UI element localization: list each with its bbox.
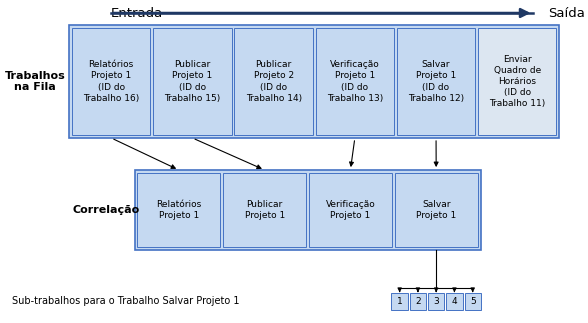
Bar [223, 173, 306, 247]
Text: Relatórios
Projeto 1
(ID do
Trabalho 16): Relatórios Projeto 1 (ID do Trabalho 16) [83, 60, 139, 103]
Bar [138, 173, 220, 247]
Bar [309, 173, 392, 247]
Text: Salvar
Projeto 1
(ID do
Trabalho 12): Salvar Projeto 1 (ID do Trabalho 12) [408, 60, 464, 103]
Text: Publicar
Projeto 2
(ID do
Trabalho 14): Publicar Projeto 2 (ID do Trabalho 14) [246, 60, 302, 103]
Text: Salvar
Projeto 1: Salvar Projeto 1 [416, 200, 456, 220]
Text: Trabalhos
na Fila: Trabalhos na Fila [5, 71, 65, 92]
Bar [410, 293, 426, 310]
Bar [395, 173, 477, 247]
Bar [316, 28, 394, 135]
Text: Correlação: Correlação [72, 205, 139, 215]
Bar [392, 293, 408, 310]
Text: Verificação
Projeto 1: Verificação Projeto 1 [326, 200, 375, 220]
Bar [446, 293, 463, 310]
Text: 5: 5 [470, 297, 476, 306]
Text: Verificação
Projeto 1
(ID do
Trabalho 13): Verificação Projeto 1 (ID do Trabalho 13… [327, 60, 383, 103]
Bar [428, 293, 445, 310]
Text: Sub-trabalhos para o Trabalho Salvar Projeto 1: Sub-trabalhos para o Trabalho Salvar Pro… [12, 297, 239, 307]
Bar [235, 28, 313, 135]
Bar [397, 28, 475, 135]
Text: 2: 2 [415, 297, 421, 306]
Bar [72, 28, 151, 135]
Text: 3: 3 [433, 297, 439, 306]
Text: 1: 1 [397, 297, 403, 306]
Text: 4: 4 [452, 297, 457, 306]
Bar [465, 293, 481, 310]
Text: Publicar
Projeto 1: Publicar Projeto 1 [245, 200, 285, 220]
Bar [135, 170, 480, 250]
Text: Publicar
Projeto 1
(ID do
Trabalho 15): Publicar Projeto 1 (ID do Trabalho 15) [164, 60, 220, 103]
Text: Entrada: Entrada [111, 6, 163, 19]
Text: Relatórios
Projeto 1: Relatórios Projeto 1 [156, 200, 202, 220]
Text: Enviar
Quadro de
Horários
(ID do
Trabalho 11): Enviar Quadro de Horários (ID do Trabalh… [489, 55, 546, 108]
Bar [153, 28, 232, 135]
Text: Saída: Saída [548, 6, 584, 19]
Bar [478, 28, 556, 135]
Bar [69, 25, 559, 138]
